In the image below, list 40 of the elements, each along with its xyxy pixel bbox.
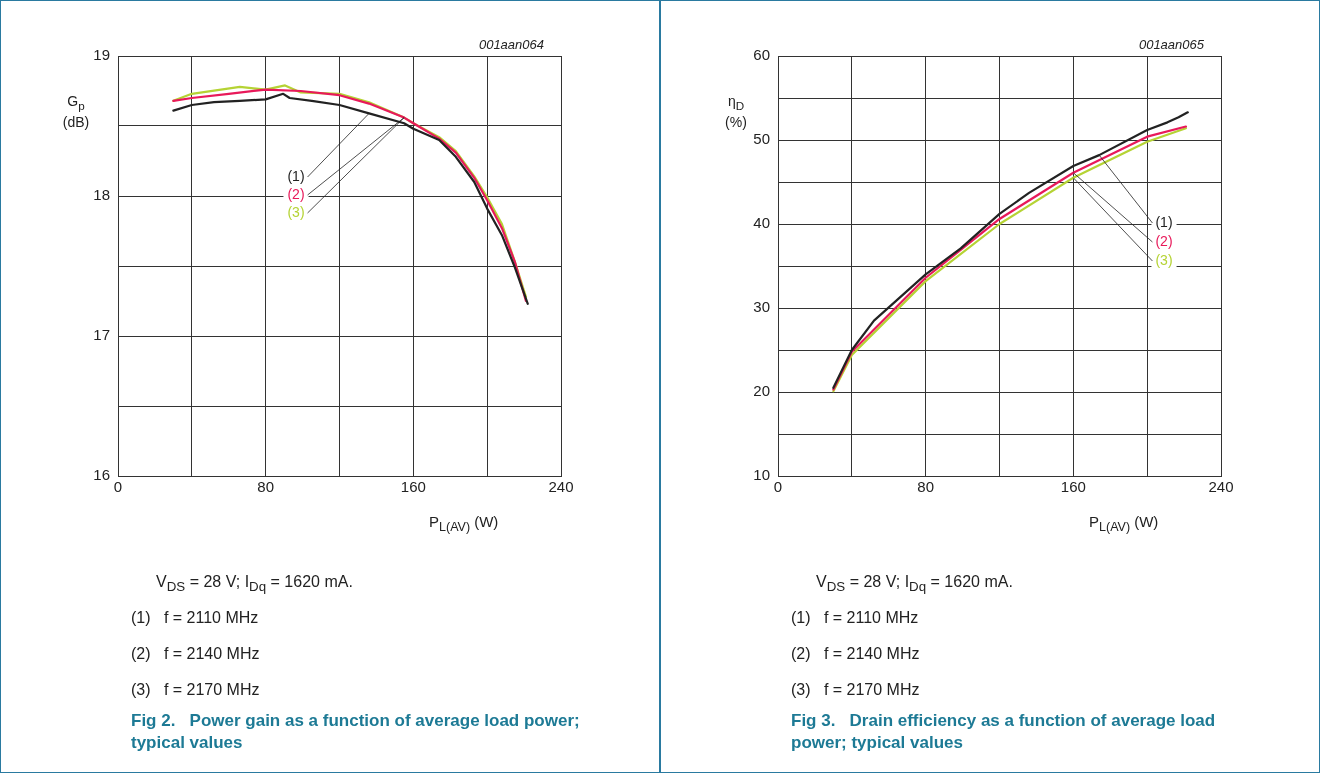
y-axis-title: G$_{p}$ (dB) bbox=[61, 93, 91, 131]
y-tick-label: 30 bbox=[753, 298, 770, 316]
y-tick-label: 20 bbox=[753, 382, 770, 400]
text: Fig 3. Drain efficiency as a function of average load power; typical values bbox=[791, 710, 1217, 754]
y-tick-label: 17 bbox=[93, 326, 110, 344]
text: (1) bbox=[1155, 213, 1173, 230]
x-tick-label: 0 bbox=[773, 478, 783, 496]
y-tick-label: 16 bbox=[93, 466, 110, 484]
y-tick-label: 10 bbox=[753, 466, 770, 484]
y-axis-title: η$_{D}$ (%) bbox=[724, 93, 748, 131]
text: (2) bbox=[1155, 232, 1173, 249]
text: Fig 2. Power gain as a function of average load power; typical values bbox=[131, 710, 581, 754]
text: (1) f = 2110 MHz bbox=[791, 609, 919, 627]
y-tick-label: 60 bbox=[753, 46, 770, 64]
x-tick-label: 160 bbox=[400, 478, 426, 496]
x-tick-label: 80 bbox=[917, 478, 935, 496]
y-tick-label: 40 bbox=[753, 214, 770, 232]
x-tick-label: 160 bbox=[1060, 478, 1086, 496]
y-tick-label: 50 bbox=[753, 130, 770, 148]
text: (1) bbox=[287, 167, 305, 184]
y-tick-label: 18 bbox=[93, 186, 110, 204]
text: (2) f = 2140 MHz bbox=[131, 645, 260, 663]
text: (1) f = 2110 MHz bbox=[131, 609, 259, 627]
text: V$_{DS}$ = 28 V; I$_{Dq}$ = 1620 mA. bbox=[816, 573, 1013, 595]
x-tick-label: 240 bbox=[548, 478, 574, 496]
text: (3) bbox=[1155, 251, 1173, 268]
x-axis-title: P$_{L(AV)}$ (W) bbox=[1089, 513, 1159, 534]
text: (2) bbox=[287, 185, 305, 202]
y-tick-label: 19 bbox=[93, 46, 110, 64]
x-axis-title: P$_{L(AV)}$ (W) bbox=[429, 513, 499, 534]
x-tick-label: 80 bbox=[257, 478, 275, 496]
text: (3) bbox=[287, 203, 305, 220]
text: (3) f = 2170 MHz bbox=[791, 681, 920, 699]
x-tick-label: 240 bbox=[1208, 478, 1234, 496]
text: (3) f = 2170 MHz bbox=[131, 681, 260, 699]
text: 001aan065 bbox=[1138, 37, 1204, 52]
text: (2) f = 2140 MHz bbox=[791, 645, 920, 663]
x-tick-label: 0 bbox=[113, 478, 123, 496]
text: 001aan064 bbox=[478, 37, 544, 52]
text: V$_{DS}$ = 28 V; I$_{Dq}$ = 1620 mA. bbox=[156, 573, 353, 595]
